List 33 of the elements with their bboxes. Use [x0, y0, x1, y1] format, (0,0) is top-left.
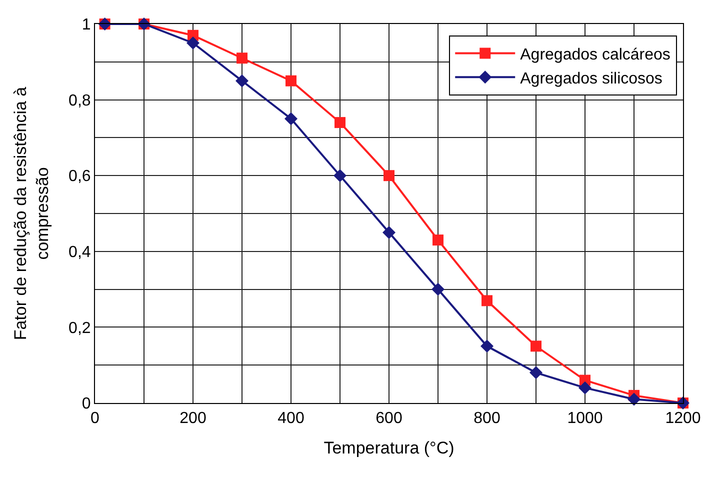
point: [286, 75, 296, 86]
x-tick-label: 400: [278, 410, 304, 428]
point: [236, 52, 248, 64]
point: [432, 282, 444, 296]
point: [578, 381, 592, 394]
point: [334, 169, 346, 182]
x-tick-label: 800: [474, 410, 500, 428]
y-tick-label: 0,6: [68, 168, 91, 186]
point: [382, 226, 396, 239]
point: [334, 117, 346, 128]
legend-label: Agregados silicosos: [520, 70, 662, 88]
point: [530, 340, 542, 352]
x-tick-label: 600: [376, 410, 402, 428]
x-tick-label: 200: [180, 410, 206, 428]
y-tick-label: 1: [82, 16, 91, 34]
point: [284, 112, 298, 126]
point: [530, 366, 542, 380]
point: [432, 234, 444, 246]
x-axis-title: Temperatura (°C): [324, 438, 454, 458]
y-tick-label: 0,8: [68, 92, 91, 110]
y-axis-title: Fator de redução da resistência à compressão: [11, 86, 52, 340]
point: [236, 74, 248, 88]
y-tick-label: 0,2: [68, 320, 91, 337]
point: [482, 295, 492, 306]
legend-label: Agregados calcáreos: [520, 46, 670, 64]
point: [186, 36, 200, 50]
x-tick-label: 1200: [665, 410, 701, 428]
x-tick-label: 1000: [567, 410, 603, 428]
point: [480, 340, 494, 353]
y-tick-label: 0: [82, 396, 91, 413]
point: [384, 170, 394, 182]
point: [628, 392, 640, 406]
y-tick-label: 0,4: [68, 244, 91, 261]
